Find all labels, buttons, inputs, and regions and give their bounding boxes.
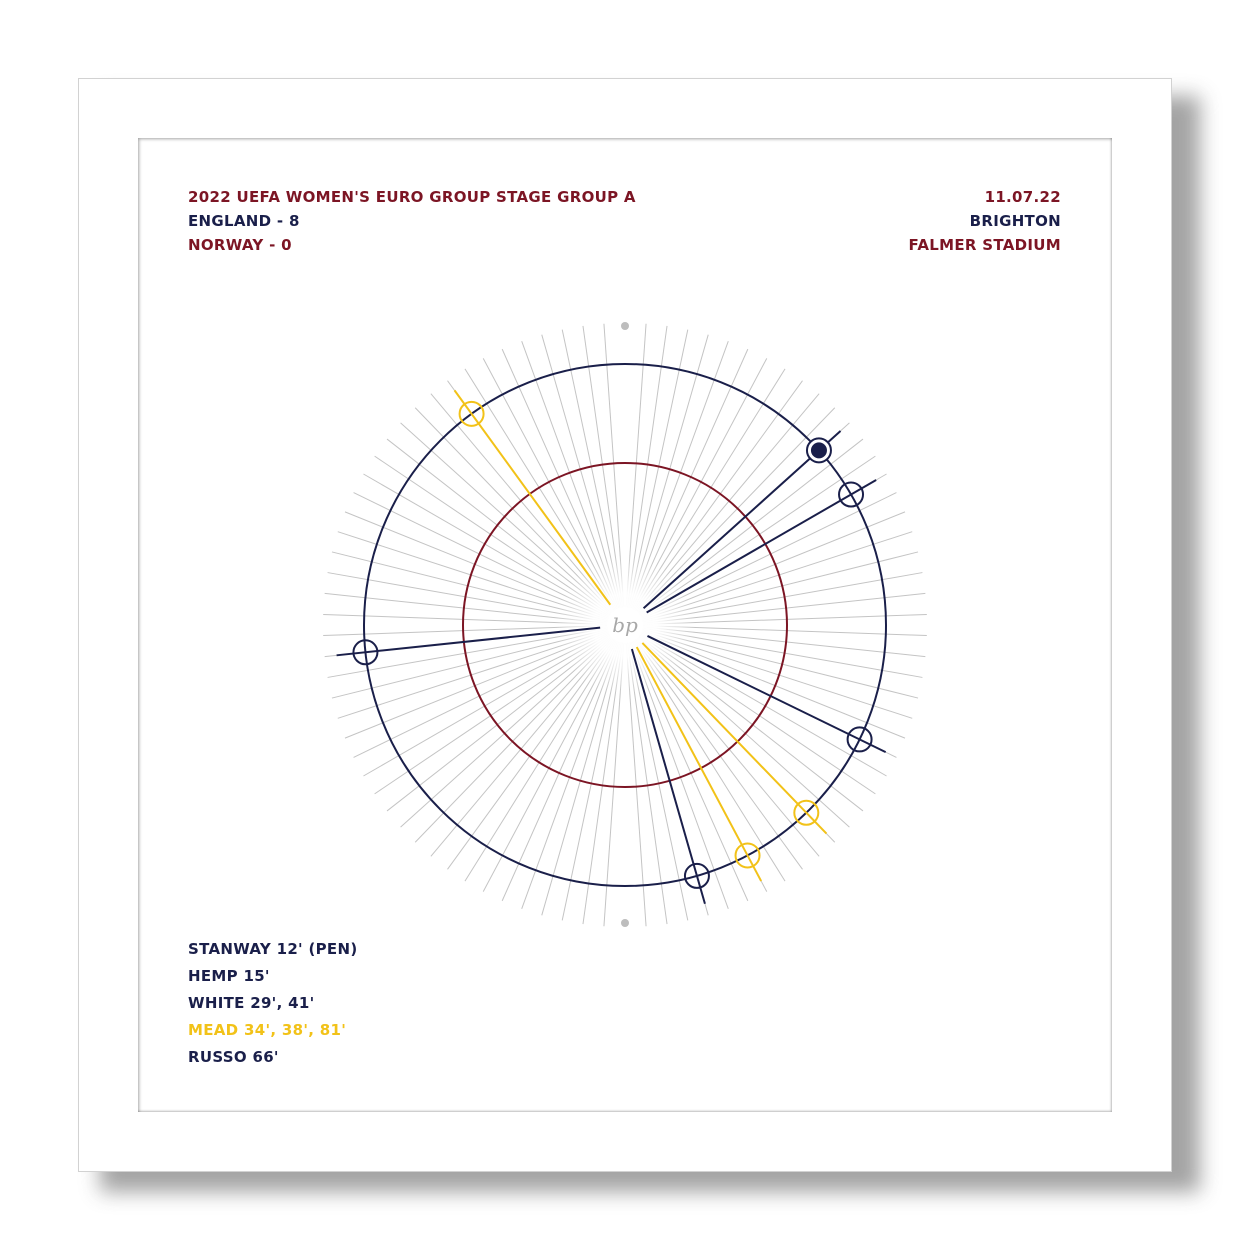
goal-marker bbox=[683, 862, 710, 889]
scorer-name: WHITE bbox=[188, 994, 245, 1012]
goal-line bbox=[453, 389, 612, 606]
scorer-name: HEMP bbox=[188, 967, 238, 985]
goal-line bbox=[647, 635, 887, 754]
penalty-marker bbox=[810, 442, 827, 459]
goal-line bbox=[635, 646, 763, 882]
goal-marker bbox=[846, 726, 873, 753]
match-venue: FALMER STADIUM bbox=[908, 236, 1061, 254]
scorer-minutes: 34', 38', 81' bbox=[243, 1021, 347, 1039]
goal-line bbox=[642, 430, 842, 610]
center-logo: bp bbox=[612, 613, 638, 637]
goal-marker bbox=[793, 799, 820, 826]
match-city: BRIGHTON bbox=[969, 212, 1061, 230]
scorer-name: STANWAY bbox=[188, 940, 272, 958]
home-score: ENGLAND - 8 bbox=[188, 212, 300, 230]
scorer-name: RUSSO bbox=[188, 1048, 247, 1066]
goal-marker bbox=[734, 842, 761, 869]
scorer-minutes: 66' bbox=[252, 1048, 279, 1066]
goal-line bbox=[641, 642, 828, 835]
competition-title: 2022 UEFA WOMEN'S EURO GROUP STAGE GROUP… bbox=[188, 188, 636, 206]
goal-lines bbox=[336, 389, 887, 905]
scorer-line: WHITE 29', 41' bbox=[188, 994, 314, 1012]
scorer-minutes: 29', 41' bbox=[250, 994, 315, 1012]
inner-ring bbox=[462, 462, 788, 788]
away-score: NORWAY - 0 bbox=[188, 236, 292, 254]
scorer-name: MEAD bbox=[188, 1021, 239, 1039]
outer-ring bbox=[363, 363, 887, 887]
scorer-line: STANWAY 12' (PEN) bbox=[188, 940, 357, 958]
goal-line bbox=[630, 648, 706, 905]
goal-line bbox=[646, 479, 877, 614]
scorer-line: RUSSO 66' bbox=[188, 1048, 279, 1066]
goal-marker bbox=[838, 481, 865, 508]
top-marker-dot bbox=[621, 322, 629, 330]
scorer-line: HEMP 15' bbox=[188, 967, 270, 985]
bottom-marker-dot bbox=[621, 919, 629, 927]
goal-line bbox=[336, 626, 601, 657]
scorer-line: MEAD 34', 38', 81' bbox=[188, 1021, 346, 1039]
goal-marker bbox=[352, 639, 379, 666]
match-date: 11.07.22 bbox=[984, 188, 1061, 206]
goal-marker bbox=[458, 400, 485, 427]
scorer-minutes: 12' (PEN) bbox=[276, 940, 358, 958]
scorer-minutes: 15' bbox=[243, 967, 270, 985]
